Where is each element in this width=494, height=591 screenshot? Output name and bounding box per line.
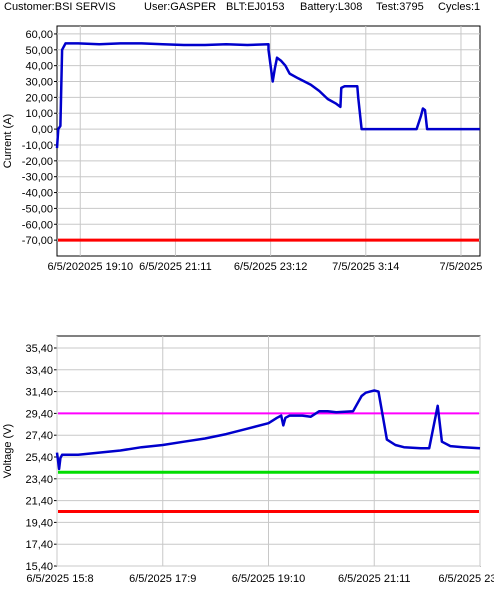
y-tick-label: 21,40 — [25, 496, 53, 508]
y-tick-label: 23,40 — [25, 474, 53, 486]
x-tick-label: 6/5/2025 23:1 — [438, 573, 494, 585]
y-tick-label: 19,40 — [25, 517, 53, 529]
x-tick-label: 6/5/202025 19:10 — [47, 261, 133, 273]
y-tick-label: 40,00 — [25, 61, 53, 73]
y-tick-label: -10,00 — [22, 140, 53, 152]
series-line — [55, 42, 480, 149]
current-chart: 60,00 50,00 40,00 30,00 20,00 10,00 0,00 -10,00… — [2, 25, 483, 273]
y-tick-label: -70,00 — [22, 235, 53, 247]
y-tick-label: 30,00 — [25, 77, 53, 89]
x-tick-label: 6/5/2025 15:8 — [26, 573, 93, 585]
x-tick-label: 7/5/2025 — [440, 261, 483, 273]
y-tick-label: 33,40 — [25, 365, 53, 377]
customer-label: Customer:BSI SERVIS — [4, 1, 116, 13]
y-axis-label: Current (A) — [2, 114, 14, 168]
user-label: User:GASPER — [144, 1, 217, 13]
y-tick-label: 29,40 — [25, 408, 53, 420]
y-tick-label: 0,00 — [32, 124, 53, 136]
cycles-label: Cycles:1 — [438, 1, 481, 13]
test-label: Test:3795 — [376, 1, 424, 13]
x-tick-label: 6/5/2025 19:10 — [232, 573, 305, 585]
voltage-chart: 35,40 33,40 31,40 29,40 27,40 25,40 23,40 21,40… — [2, 335, 494, 585]
y-tick-label: -40,00 — [22, 188, 53, 200]
y-tick-label: -20,00 — [22, 156, 53, 168]
y-tick-label: 17,40 — [25, 539, 53, 551]
x-tick-label: 7/5/2025 3:14 — [332, 261, 399, 273]
battery-label: Battery:L308 — [300, 1, 363, 13]
x-tick-label: 6/5/2025 17:9 — [129, 573, 196, 585]
series-line — [55, 389, 481, 471]
header-bar: Customer:BSI SERVIS User:GASPER BLT:EJ01… — [0, 0, 494, 16]
y-axis-label: Voltage (V) — [2, 424, 14, 478]
x-tick-label: 6/5/2025 21:11 — [139, 261, 212, 273]
y-tick-label: 27,40 — [25, 430, 53, 442]
y-tick-label: 20,00 — [25, 92, 53, 104]
y-tick-label: 60,00 — [25, 29, 53, 41]
x-tick-label: 6/5/2025 23:12 — [234, 261, 307, 273]
y-tick-label: 25,40 — [25, 452, 53, 464]
blt-label: BLT:EJ0153 — [226, 1, 285, 13]
y-tick-label: -30,00 — [22, 172, 53, 184]
y-tick-label: 31,40 — [25, 387, 53, 399]
y-tick-label: 35,40 — [25, 343, 53, 355]
plot-area — [56, 25, 481, 257]
y-tick-label: 15,40 — [25, 561, 53, 573]
y-tick-label: 10,00 — [25, 108, 53, 120]
y-tick-label: -60,00 — [22, 219, 53, 231]
y-tick-label: 50,00 — [25, 45, 53, 57]
y-tick-label: -50,00 — [22, 203, 53, 215]
x-tick-label: 6/5/2025 21:11 — [338, 573, 411, 585]
